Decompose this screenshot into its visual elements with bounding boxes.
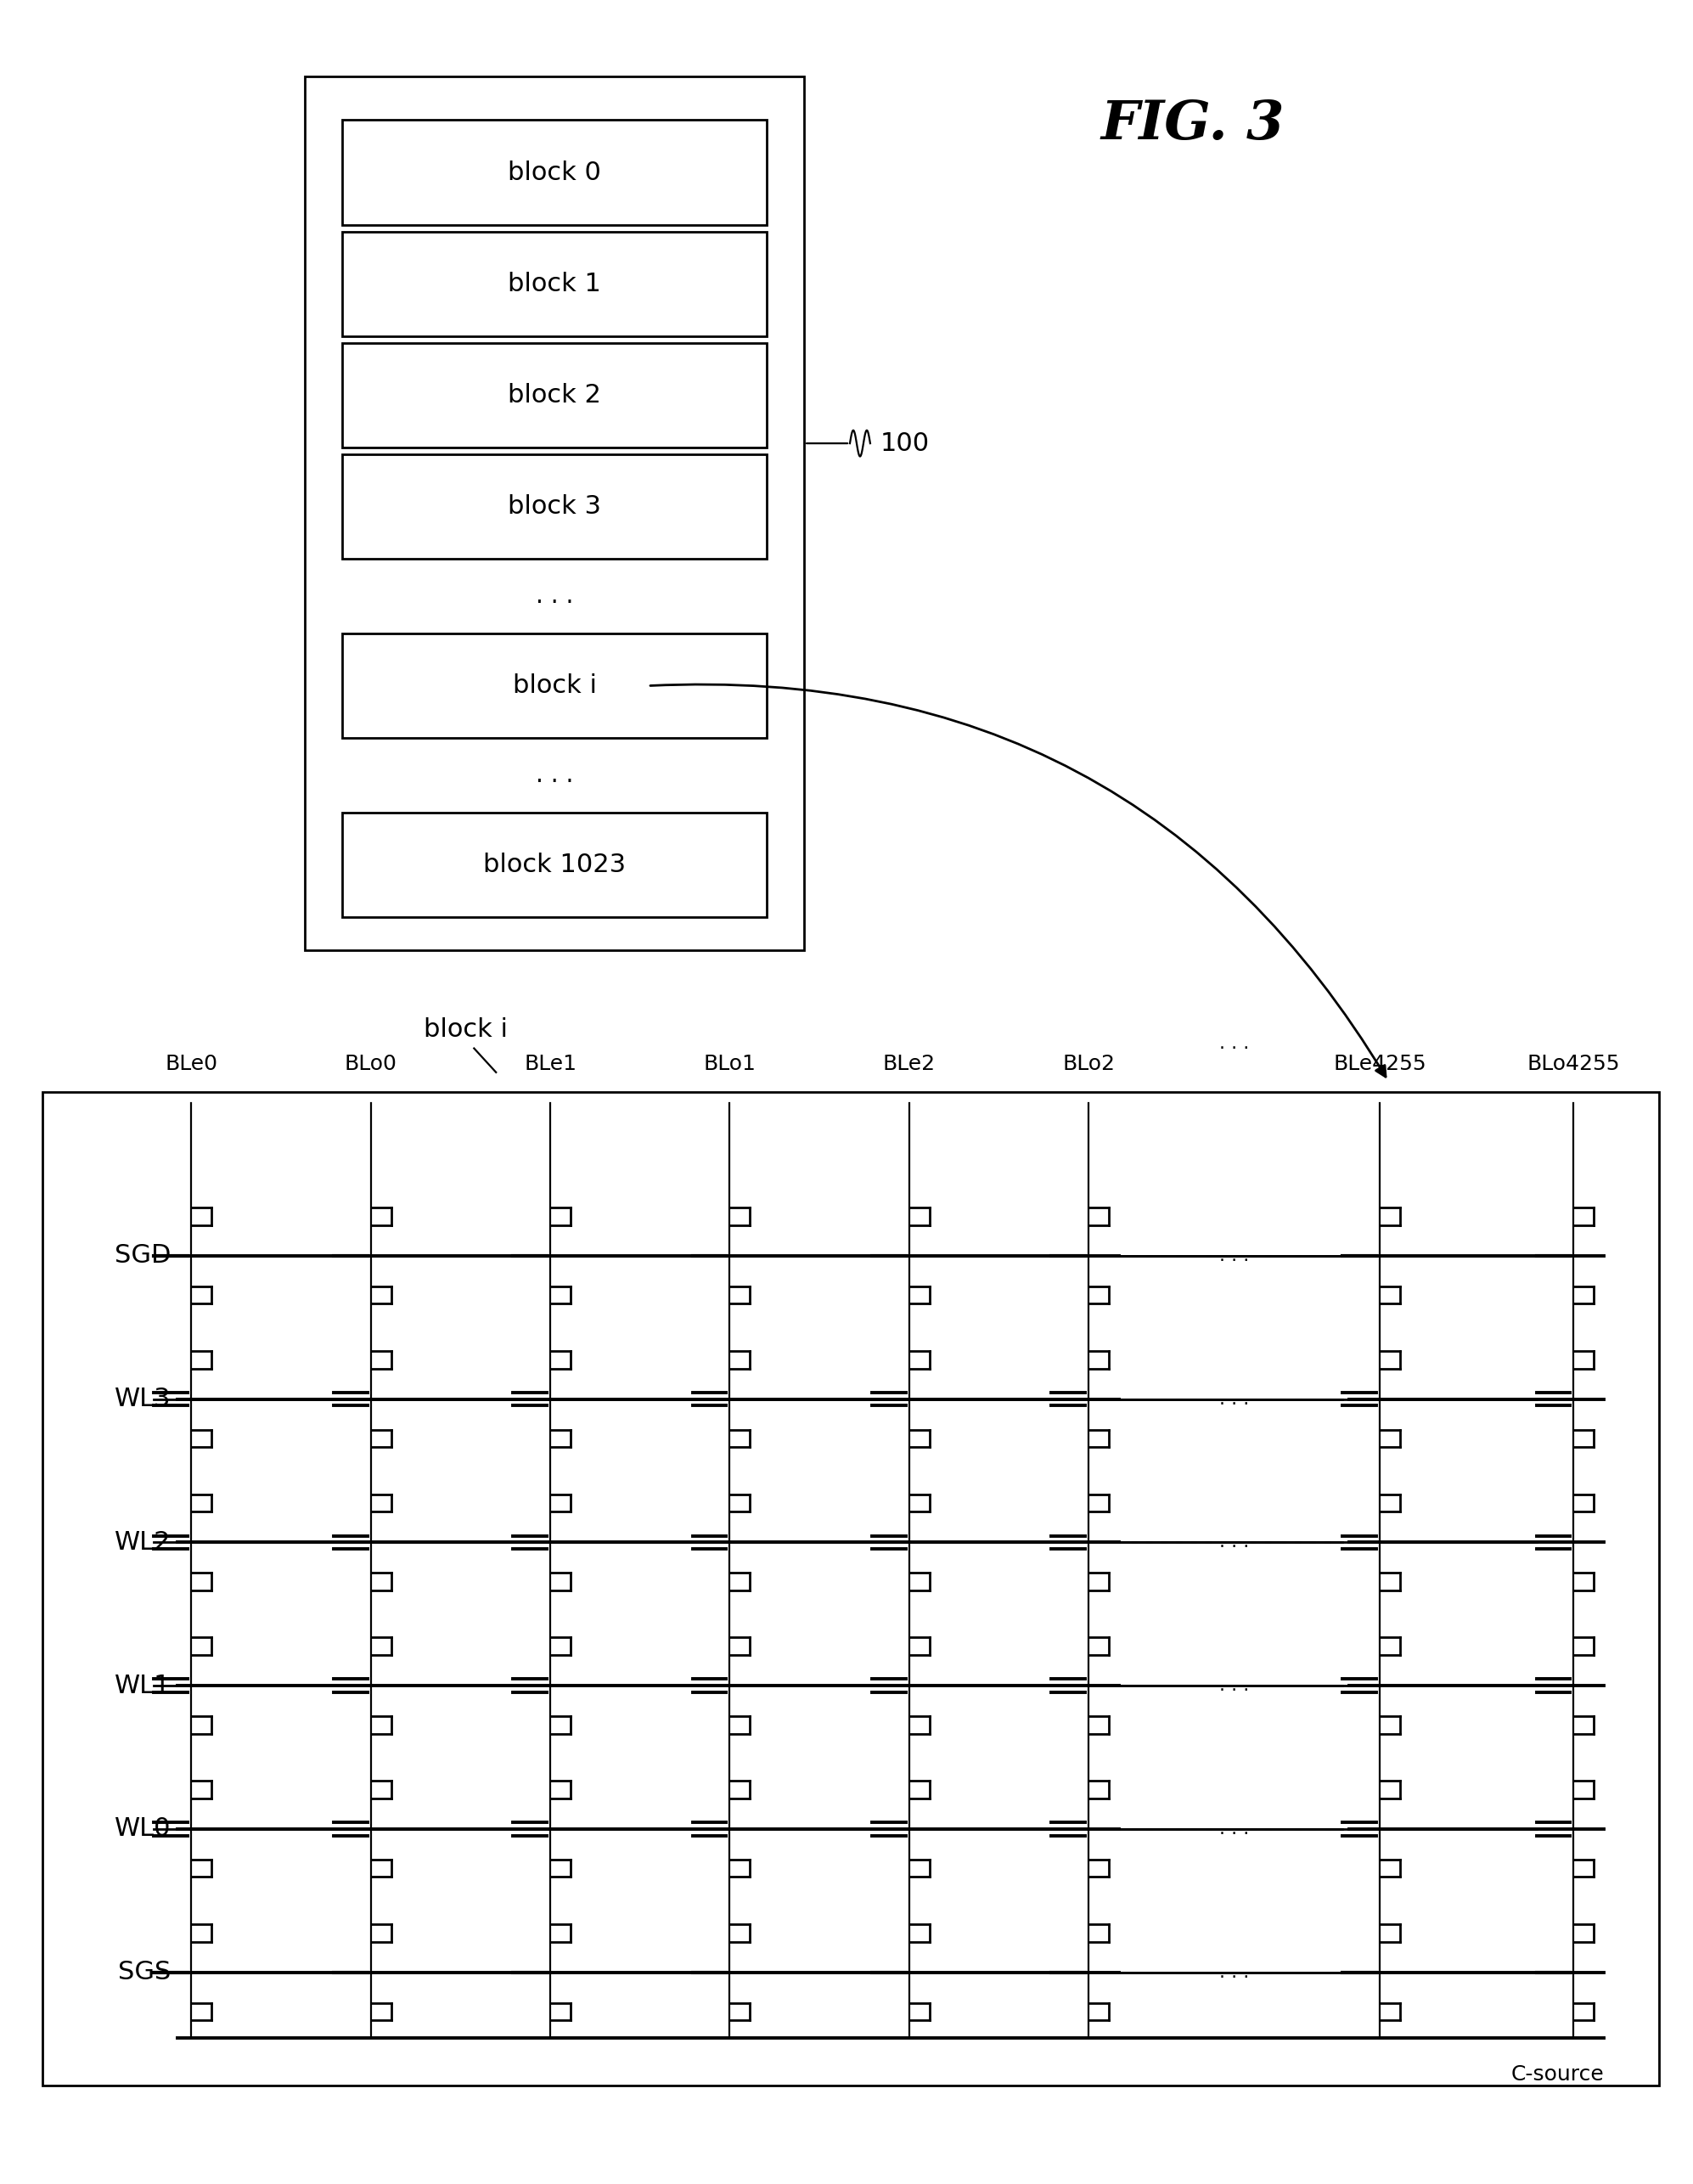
Text: . . .: . . . <box>1219 1677 1249 1695</box>
Text: . . .: . . . <box>1219 1533 1249 1551</box>
Text: BLe1: BLe1 <box>523 1055 577 1075</box>
Text: WL0: WL0 <box>115 1817 171 1841</box>
Text: . . .: . . . <box>1219 1035 1249 1053</box>
Text: . . .: . . . <box>1219 1821 1249 1837</box>
Text: . . .: . . . <box>535 764 574 786</box>
Text: block 1023: block 1023 <box>483 852 626 878</box>
Text: BLe2: BLe2 <box>882 1055 936 1075</box>
Text: block 3: block 3 <box>508 494 601 520</box>
Text: . . .: . . . <box>1219 1391 1249 1406</box>
Text: C-source: C-source <box>1510 2064 1605 2084</box>
Bar <box>342 232 767 336</box>
Text: BLo0: BLo0 <box>344 1055 398 1075</box>
Text: block 2: block 2 <box>508 382 601 408</box>
Text: WL1: WL1 <box>115 1673 171 1697</box>
Bar <box>342 343 767 448</box>
Bar <box>342 633 767 738</box>
Bar <box>342 120 767 225</box>
Text: SGS: SGS <box>119 1959 171 1985</box>
Text: . . .: . . . <box>1219 1247 1249 1265</box>
Text: . . .: . . . <box>535 585 574 607</box>
Text: BLe4255: BLe4255 <box>1332 1055 1426 1075</box>
Bar <box>305 76 804 950</box>
Text: . . .: . . . <box>1219 1963 1249 1981</box>
Text: SGD: SGD <box>115 1243 171 1269</box>
Text: WL2: WL2 <box>115 1531 171 1555</box>
Text: block i: block i <box>513 673 596 699</box>
Text: block i: block i <box>423 1018 508 1042</box>
Text: 100: 100 <box>880 430 929 456</box>
Text: block 1: block 1 <box>508 271 601 297</box>
Text: BLo4255: BLo4255 <box>1527 1055 1620 1075</box>
Text: BLe0: BLe0 <box>164 1055 218 1075</box>
Bar <box>342 454 767 559</box>
Text: BLo1: BLo1 <box>703 1055 757 1075</box>
Bar <box>42 1092 1659 2086</box>
Text: BLo2: BLo2 <box>1062 1055 1116 1075</box>
Bar <box>342 812 767 917</box>
Text: FIG. 3: FIG. 3 <box>1100 98 1285 151</box>
Text: WL3: WL3 <box>115 1387 171 1411</box>
Text: block 0: block 0 <box>508 159 601 186</box>
FancyArrowPatch shape <box>650 684 1385 1077</box>
